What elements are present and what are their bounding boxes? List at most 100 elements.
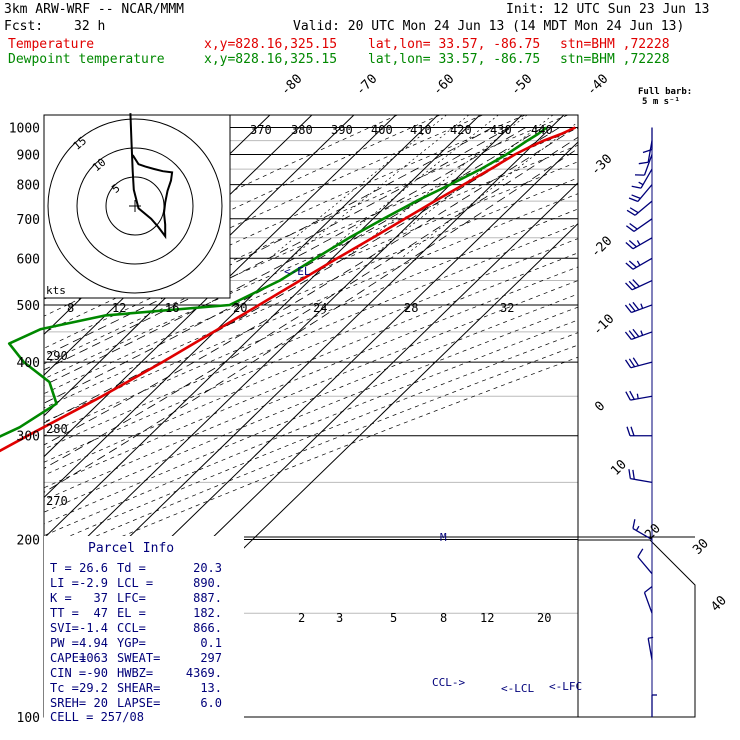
isotherm xyxy=(44,115,397,458)
wind-barb xyxy=(634,200,653,216)
hodo-speed-label: 24 xyxy=(313,301,327,315)
pressure-label-700: 700 xyxy=(17,213,40,228)
isotherm-label: 30 xyxy=(690,536,712,558)
wind-barb xyxy=(633,218,653,232)
wind-barb-flag xyxy=(628,469,631,479)
parcel-cell: EL = xyxy=(117,606,146,620)
wind-barb-flag xyxy=(629,222,638,230)
parcel-cell: TT = xyxy=(50,606,79,620)
pressure-label-900: 900 xyxy=(17,148,40,163)
parcel-cell: SHEAR= xyxy=(117,681,160,695)
isotherm-label: -20 xyxy=(588,234,615,261)
parcel-cell: CAPE= xyxy=(50,651,86,665)
parcel-cell: K = xyxy=(50,591,72,605)
wind-barb-flag xyxy=(628,239,637,248)
wind-barb-flag xyxy=(628,358,636,368)
hodo-speed-label: 8 xyxy=(67,301,74,315)
pressure-label-1000: 1000 xyxy=(9,121,40,136)
parcel-cell: CIN = xyxy=(50,666,86,680)
isotherm xyxy=(44,115,439,499)
wind-barb-half xyxy=(648,636,654,639)
wind-barb xyxy=(643,592,653,614)
parcel-cell: 890. xyxy=(193,576,222,590)
wind-barb-flag xyxy=(628,303,636,312)
parcel-cell: SREH= xyxy=(50,696,86,710)
dry-adiabat xyxy=(44,115,483,317)
parcel-cell: SWEAT= xyxy=(117,651,160,665)
wind-barb-flag xyxy=(632,469,635,480)
dry-adiabat xyxy=(44,344,578,559)
wind-barb-flag xyxy=(631,194,641,200)
hodo-speed-label: 20 xyxy=(233,301,247,315)
theta-label: 440 xyxy=(531,123,553,137)
moist-adiabat xyxy=(44,127,510,371)
wind-barb-flag xyxy=(632,519,636,529)
wind-barb xyxy=(643,154,653,176)
init-time: Init: 12 UTC Sun 23 Jun 13 xyxy=(506,2,710,17)
pressure-label-800: 800 xyxy=(17,179,40,194)
hodo-speed-label: 12 xyxy=(112,301,126,315)
wind-barb-flag xyxy=(632,279,640,287)
parcel-cell: CCL= xyxy=(117,621,146,635)
parcel-cell: 297 xyxy=(200,651,222,665)
isotherm-label: -70 xyxy=(353,72,380,99)
dry-adiabat xyxy=(44,177,578,409)
parcel-cell: 20.3 xyxy=(193,561,222,575)
wind-barb-half xyxy=(640,330,644,336)
wind-barb-flag xyxy=(624,331,632,340)
isotherm-label: 40 xyxy=(708,593,730,615)
isotherm-label: 10 xyxy=(608,457,630,479)
pressure-label-600: 600 xyxy=(17,252,40,267)
temperature-station: stn=BHM ,72228 xyxy=(560,37,670,52)
theta-label: 370 xyxy=(250,123,272,137)
pressure-label-400: 400 xyxy=(17,356,40,371)
wind-barb-flag xyxy=(644,586,653,594)
theta-label: 430 xyxy=(490,123,512,137)
wind-barb-flag xyxy=(632,301,640,311)
forecast-label: Fcst: xyxy=(4,19,44,34)
temperature-line xyxy=(0,126,576,453)
mixing-ratio-label: 3 xyxy=(336,611,343,625)
wind-barb-flag xyxy=(638,161,649,165)
el-label: <-EL xyxy=(284,265,311,278)
lcl-label: <-LCL xyxy=(501,682,534,695)
wind-barb-flag xyxy=(629,390,635,400)
parcel-cell: Td = xyxy=(117,561,146,575)
parcel-cell: 26.6 xyxy=(79,561,108,575)
wind-barb xyxy=(647,140,653,163)
moist-adiabat xyxy=(44,127,577,446)
parcel-cell: LAPSE= xyxy=(117,696,160,710)
parcel-cell: 4369. xyxy=(186,666,222,680)
parcel-cell: 866. xyxy=(193,621,222,635)
parcel-cell: -1.4 xyxy=(79,621,108,635)
isotherm xyxy=(44,115,523,580)
wind-barb-flag xyxy=(637,548,644,558)
wind-barb-flag xyxy=(630,426,635,436)
dewpoint-xy: x,y=828.16,325.15 xyxy=(204,52,338,67)
isotherm xyxy=(0,115,18,717)
wind-barb-flag xyxy=(625,391,631,401)
parcel-cell: 4.94 xyxy=(79,636,108,650)
temperature-latlon: lat,lon= 33.57, -86.75 xyxy=(368,37,541,52)
wind-barb-flag xyxy=(625,225,635,232)
wind-barbs xyxy=(624,127,657,717)
wind-barb xyxy=(632,237,653,250)
hodo-speed-label: 32 xyxy=(500,301,514,315)
dry-adiabat xyxy=(44,115,526,333)
wind-barb xyxy=(640,168,653,189)
m-label: M xyxy=(440,531,447,544)
moist-adiabat xyxy=(44,127,493,357)
dewpoint-legend: Dewpoint temperature xyxy=(8,52,165,67)
theta-label: 390 xyxy=(331,123,353,137)
theta-label: 280 xyxy=(46,422,68,436)
parcel-cell: PW = xyxy=(50,636,79,650)
parcel-cell: 29.2 xyxy=(79,681,108,695)
dry-adiabat xyxy=(44,252,578,476)
theta-label: 420 xyxy=(450,123,472,137)
mixing-ratio-label: 8 xyxy=(440,611,447,625)
mixing-ratio-label: 20 xyxy=(537,611,551,625)
lfc-label: <-LFC xyxy=(549,680,582,693)
dewpoint-line xyxy=(0,126,548,438)
wind-barb xyxy=(637,556,653,575)
moist-adiabat xyxy=(44,136,578,469)
